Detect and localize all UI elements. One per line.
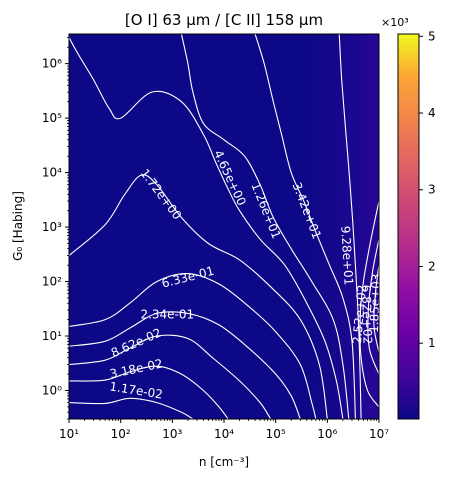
- y-tick-label: 10⁰: [42, 384, 62, 398]
- y-tick-label: 10²: [42, 275, 62, 289]
- x-axis-label: n [cm⁻³]: [199, 455, 249, 469]
- y-tick-label: 10⁴: [42, 166, 62, 180]
- y-axis-label: G₀ [Habing]: [11, 191, 25, 261]
- y-tick-label: 10³: [42, 220, 62, 234]
- contour-line: [359, 200, 379, 408]
- contour-line: [180, 34, 350, 419]
- contour-label: 6.82e+02: [359, 284, 375, 344]
- y-tick-label: 10⁵: [42, 111, 62, 125]
- x-tick-label: 10⁷: [369, 427, 389, 441]
- colorbar-multiplier: ×10³: [381, 16, 409, 29]
- contour-line: [373, 265, 379, 353]
- chart-title: [O I] 63 μm / [C II] 158 μm: [125, 11, 323, 29]
- contour-label: 9.28e+01: [338, 226, 355, 286]
- x-tick-label: 10¹: [59, 427, 79, 441]
- x-tick-label: 10³: [162, 427, 182, 441]
- contour-line: [69, 334, 272, 419]
- contour-label: 2.52e+02: [350, 284, 369, 344]
- colorbar: [397, 33, 420, 420]
- contour-line: [69, 311, 301, 419]
- contour-line: [69, 37, 344, 419]
- x-axis: 10¹ 10² 10³ 10⁴ 10⁵ 10⁶ 10⁷: [59, 419, 389, 441]
- colorbar-tick-label: 4: [428, 106, 436, 120]
- x-tick-label: 10⁴: [214, 427, 234, 441]
- contour-line: [367, 239, 379, 375]
- contour-line: [69, 365, 229, 419]
- contour-line: [254, 34, 356, 419]
- y-tick-label: 10⁶: [42, 57, 62, 71]
- colorbar-tick-label: 2: [428, 259, 436, 273]
- contour-line: [69, 397, 194, 419]
- contour-lines: [69, 34, 379, 419]
- colorbar-ticks: 1 2 3 4 5: [419, 29, 436, 350]
- y-axis: 10⁰ 10¹ 10² 10³ 10⁴ 10⁵ 10⁶: [42, 37, 69, 420]
- heatmap-peak: [359, 254, 379, 378]
- x-tick-label: 10²: [111, 427, 131, 441]
- colorbar-tick-label: 1: [428, 336, 436, 350]
- x-tick-label: 10⁵: [266, 427, 286, 441]
- contour-line: [69, 273, 317, 419]
- contour-label: 2.34e-01: [140, 307, 194, 321]
- contour-line: [69, 174, 328, 419]
- x-tick-label: 10⁶: [317, 427, 337, 441]
- colorbar-tick-label: 5: [428, 29, 436, 43]
- contour-label: 1.85e+03: [367, 273, 383, 333]
- contour-line: [338, 34, 362, 419]
- y-tick-label: 10¹: [42, 329, 62, 343]
- colorbar-tick-label: 3: [428, 183, 436, 197]
